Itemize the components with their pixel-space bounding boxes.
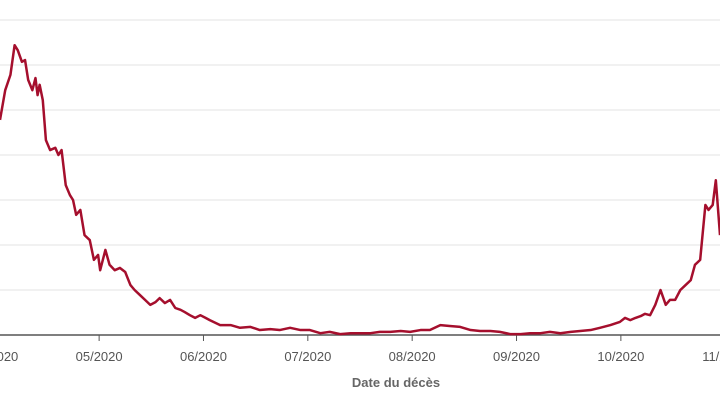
x-tick-label: 10/2020 [597, 349, 644, 364]
x-tick-label: 07/2020 [284, 349, 331, 364]
x-tick-label: 08/2020 [389, 349, 436, 364]
x-tick-label: 05/2020 [76, 349, 123, 364]
x-axis-title: Date du décès [352, 375, 440, 390]
x-tick-label: 11/2020 [702, 349, 720, 364]
line [0, 43, 720, 336]
x-tick-label: 06/2020 [180, 349, 227, 364]
x-tick-label: 09/2020 [493, 349, 540, 364]
x-tick-label: 04/2020 [0, 349, 18, 364]
